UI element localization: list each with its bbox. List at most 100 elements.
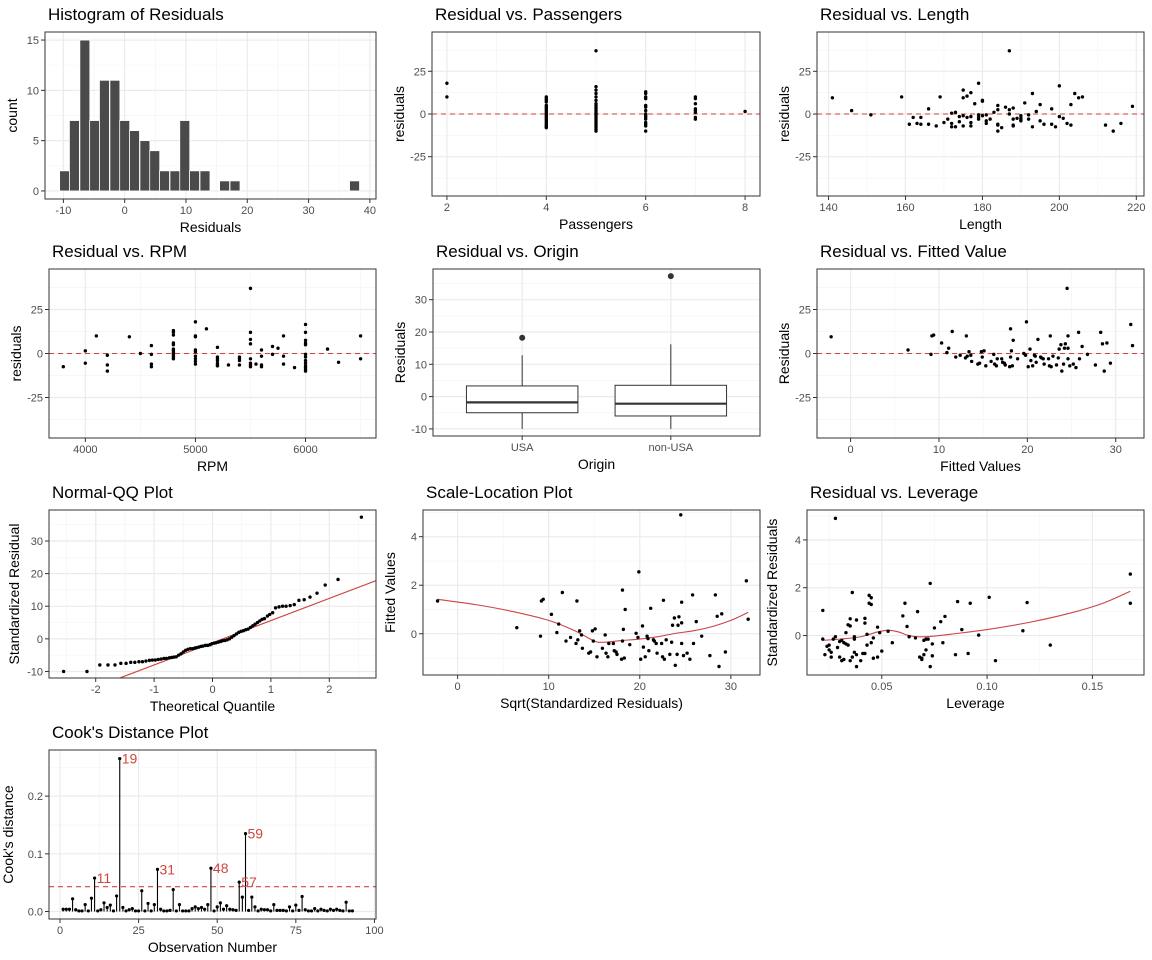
data-point — [693, 110, 698, 114]
data-point — [1063, 342, 1068, 346]
data-point — [171, 330, 176, 335]
data-point — [643, 96, 648, 101]
data-point — [1100, 342, 1105, 346]
data-point — [996, 129, 1000, 133]
data-point — [646, 636, 650, 641]
x-tick-label: -1 — [149, 684, 159, 696]
x-tick-label: 6000 — [293, 444, 317, 456]
data-point — [1033, 354, 1037, 358]
data-point — [276, 346, 280, 350]
panel-border — [422, 509, 761, 676]
data-point — [992, 110, 996, 114]
data-point — [1007, 49, 1012, 53]
data-point — [833, 635, 838, 639]
cooks-point — [231, 908, 235, 912]
y-tick-label: 5 — [33, 136, 39, 148]
data-point — [967, 350, 971, 354]
data-point — [1028, 347, 1032, 351]
data-point — [303, 338, 308, 342]
data-point — [591, 639, 596, 643]
data-point — [105, 353, 110, 357]
data-point — [979, 350, 984, 354]
data-point — [886, 629, 890, 633]
data-point — [1054, 363, 1059, 367]
x-tick-label: 50 — [211, 925, 223, 937]
y-tick-label: 15 — [27, 35, 39, 47]
x-tick-label: 0 — [122, 205, 128, 217]
data-point — [1051, 354, 1055, 358]
x-axis-title: RPM — [197, 458, 228, 474]
data-point — [147, 658, 152, 663]
cooks-point — [265, 908, 270, 912]
cooks-point — [287, 905, 292, 909]
data-point — [1080, 95, 1085, 99]
data-point — [323, 583, 327, 587]
cooks-point — [64, 907, 68, 911]
data-point — [1057, 114, 1062, 119]
data-point — [620, 639, 625, 643]
y-tick-label: 4 — [795, 535, 801, 547]
y-tick-label: 0 — [795, 631, 801, 643]
data-point — [171, 333, 176, 337]
data-point — [977, 361, 982, 365]
plot-title: Residual vs. Passengers — [435, 5, 622, 24]
data-point — [830, 96, 835, 100]
data-point — [984, 364, 988, 368]
data-point — [915, 121, 919, 126]
cooks-point — [294, 903, 298, 907]
data-point — [555, 630, 559, 635]
data-point — [1076, 330, 1081, 335]
x-tick-label: 0.15 — [1082, 681, 1103, 693]
y-tick-label: 0 — [33, 186, 39, 198]
data-point — [292, 365, 297, 370]
data-point — [1080, 344, 1084, 349]
data-point — [98, 663, 102, 667]
data-point — [676, 623, 680, 627]
data-point — [675, 652, 679, 657]
y-tick-label: 25 — [799, 66, 811, 78]
cooks-point — [99, 908, 103, 912]
data-point — [949, 121, 954, 126]
data-point — [149, 343, 154, 348]
data-point — [1059, 342, 1063, 347]
data-point — [934, 124, 938, 128]
data-point — [1000, 357, 1004, 361]
data-point — [1061, 362, 1066, 366]
data-point — [829, 650, 833, 654]
histogram-bar — [159, 170, 170, 192]
data-point — [953, 110, 958, 114]
data-point — [717, 664, 721, 669]
data-point — [679, 600, 684, 604]
data-point — [1030, 125, 1035, 129]
data-point — [840, 638, 844, 643]
panel-border — [806, 509, 1145, 676]
cooks-point — [325, 909, 329, 913]
plot-area — [49, 286, 376, 373]
data-point — [193, 354, 198, 358]
data-point — [980, 114, 985, 118]
data-point — [203, 643, 208, 648]
data-point — [999, 125, 1004, 130]
cooks-point — [105, 905, 109, 910]
data-point — [662, 657, 667, 661]
data-point — [270, 611, 275, 615]
data-point — [215, 358, 220, 363]
data-point — [623, 607, 627, 612]
data-point — [907, 635, 911, 639]
data-point — [823, 652, 827, 657]
data-point — [1038, 102, 1042, 107]
data-point — [982, 349, 986, 353]
data-point — [994, 364, 999, 368]
cooks-point — [221, 907, 226, 911]
data-point — [1102, 369, 1106, 373]
data-point — [907, 122, 912, 126]
data-point — [693, 102, 698, 106]
data-point — [1007, 112, 1012, 116]
data-point — [744, 579, 749, 583]
data-point — [1038, 119, 1042, 123]
data-point — [938, 95, 942, 99]
data-point — [259, 348, 264, 352]
data-point — [1026, 365, 1030, 369]
x-tick-label: 200 — [1050, 202, 1068, 214]
data-point — [1003, 105, 1008, 109]
